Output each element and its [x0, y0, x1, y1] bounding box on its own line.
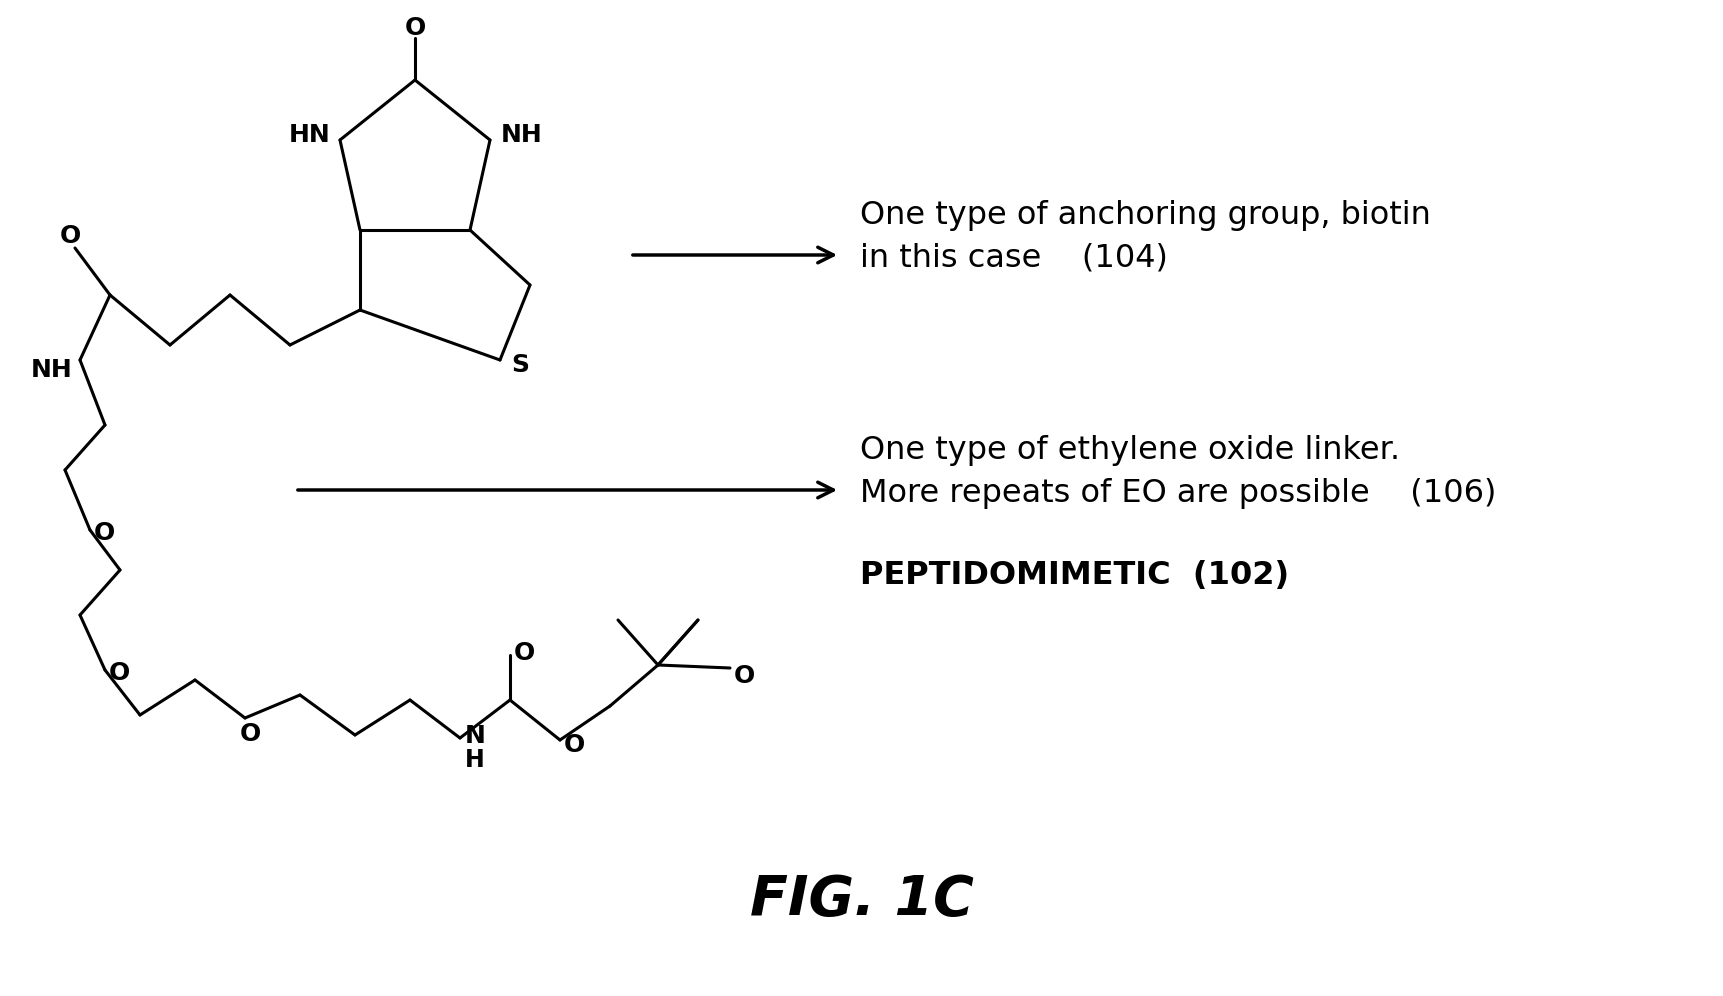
Text: O: O	[109, 661, 129, 685]
Text: NH: NH	[31, 358, 72, 382]
Text: NH: NH	[501, 123, 543, 147]
Text: H: H	[465, 748, 484, 772]
Text: O: O	[239, 722, 260, 746]
Text: One type of anchoring group, biotin: One type of anchoring group, biotin	[860, 199, 1430, 230]
Text: O: O	[513, 641, 534, 665]
Text: HN: HN	[289, 123, 331, 147]
Text: One type of ethylene oxide linker.: One type of ethylene oxide linker.	[860, 434, 1401, 465]
Text: PEPTIDOMIMETIC  (102): PEPTIDOMIMETIC (102)	[860, 560, 1289, 591]
Text: O: O	[734, 664, 755, 688]
Text: N: N	[465, 724, 486, 748]
Text: in this case    (104): in this case (104)	[860, 242, 1168, 274]
Text: FIG. 1C: FIG. 1C	[750, 873, 973, 927]
Text: O: O	[405, 16, 426, 40]
Text: O: O	[563, 733, 584, 757]
Text: S: S	[512, 353, 529, 377]
Text: More repeats of EO are possible    (106): More repeats of EO are possible (106)	[860, 477, 1496, 509]
Text: O: O	[59, 224, 81, 248]
Text: O: O	[93, 521, 115, 545]
